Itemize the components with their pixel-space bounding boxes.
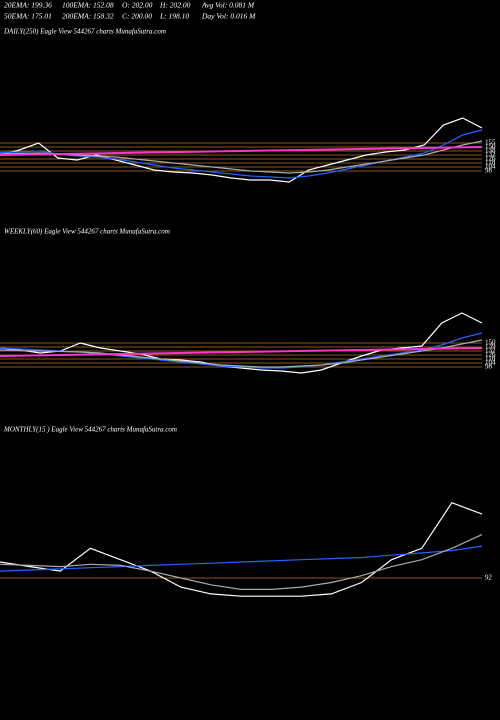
y-tick-label: 138 <box>485 147 496 155</box>
y-tick-label: 118 <box>485 355 496 363</box>
header-item: 50EMA: 175.01 <box>4 12 52 21</box>
price-line <box>0 347 483 357</box>
price-line <box>0 140 483 174</box>
header-item: 100EMA: 152.08 <box>62 1 114 10</box>
header-item: H: 202.00 <box>159 1 191 10</box>
panel-title: MONTHLY(15 ) Eagle View 544267 charts Mu… <box>3 426 177 434</box>
price-line <box>0 501 483 597</box>
header-item: Avg Vol: 0.081 M <box>201 1 255 10</box>
header-item: Day Vol: 0.016 M <box>201 12 256 21</box>
header-item: O: 202.00 <box>122 1 153 10</box>
y-tick-label: 126 <box>485 155 496 163</box>
panel-title: WEEKLY(60) Eagle View 544267 charts Muna… <box>4 228 170 236</box>
y-tick-label: 132 <box>485 151 496 159</box>
y-tick-label: 98 <box>485 167 493 175</box>
y-tick-label: 98 <box>485 363 493 371</box>
price-line <box>0 534 483 591</box>
header-item: L: 198.10 <box>159 12 189 21</box>
header-item: 20EMA: 199.36 <box>4 1 52 10</box>
y-tick-label: 92 <box>485 574 493 582</box>
header-item: C: 200.00 <box>122 12 152 21</box>
y-tick-label: 118 <box>485 159 496 167</box>
price-line <box>0 339 483 368</box>
panel-title: DAILY(250) Eagle View 544267 charts Muna… <box>3 28 166 36</box>
price-line <box>0 117 483 183</box>
price-line <box>0 545 483 572</box>
y-tick-label: 139 <box>485 343 496 351</box>
y-tick-label: 155 <box>485 139 496 147</box>
y-tick-label: 104 <box>485 163 496 171</box>
header-item: 200EMA: 158.32 <box>62 12 114 21</box>
y-tick-label: 150 <box>485 339 496 347</box>
y-tick-label: 150 <box>485 143 496 151</box>
y-tick-label: 126 <box>485 351 496 359</box>
price-line <box>0 129 483 179</box>
price-line <box>0 146 483 156</box>
y-tick-label: 104 <box>485 359 496 367</box>
y-tick-label: 132 <box>485 347 496 355</box>
price-line <box>0 312 483 374</box>
